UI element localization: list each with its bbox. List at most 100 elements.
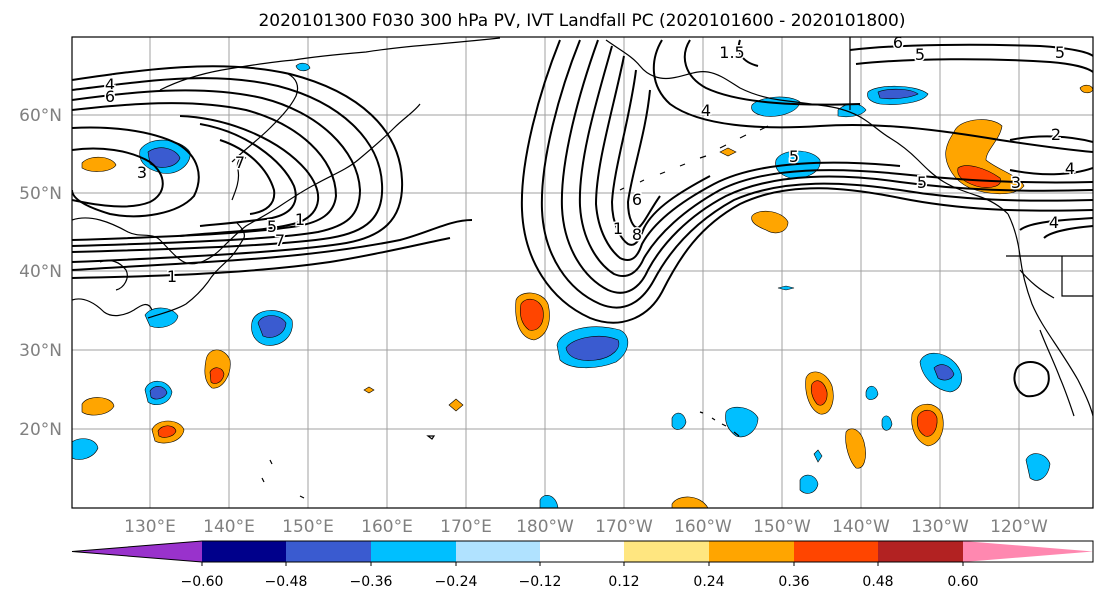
pv-contour [72,77,384,253]
pv-contour [652,39,1093,153]
pv-contour [72,237,451,279]
colorbar-segment [709,541,794,562]
anomaly-negative [865,385,879,400]
longitude-tick-label: 120°W [990,517,1048,537]
contour-label: 5 [915,45,925,64]
colorbar-tick-label: 0.60 [947,574,978,590]
contour-label: 6 [632,190,642,209]
pv-contour [683,39,861,106]
hawaii [699,411,740,437]
coastline-baja [1039,329,1075,417]
colorbar-segment [624,541,709,562]
colorbar-tick-label: −0.12 [519,574,562,590]
contour-label: 5 [789,147,799,166]
anomaly-positive [209,367,225,384]
coastline-kamchatka [231,73,299,163]
latitude-tick-label: 50°N [19,184,62,204]
contour-label: 4 [1065,159,1075,178]
longitude-tick-label: 170°W [595,517,653,537]
longitude-tick-label: 150°W [753,517,811,537]
contour-label: 4 [105,75,115,94]
coastline-siberia [159,37,501,91]
anomaly-negative [1025,453,1051,481]
anomaly-positive [1079,84,1093,94]
colorbar-segment [72,541,202,562]
coastline-alaska [605,39,1009,215]
anomaly-negative [777,285,795,291]
border-canada-us [1006,255,1093,299]
contour-label: 6 [105,87,115,106]
pv-contour [626,89,661,230]
anomaly-negative [565,336,620,361]
coastline-north-america [1007,213,1093,417]
contour-label: 4 [701,101,711,120]
anomaly-positive [81,397,115,416]
latitude-tick-label: 60°N [19,106,62,126]
longitude-tick-label: 130°E [124,517,176,537]
contour-label: 5 [1055,43,1065,62]
colorbar-tick-label: 0.12 [608,574,639,590]
latitude-tick-labels: 60°N 50°N 40°N 30°N 20°N [19,106,62,440]
colorbar-tick-label: −0.36 [350,574,393,590]
contour-label: 3 [1011,173,1021,192]
anomaly-negative [799,474,819,494]
figure-title: 2020101300 F030 300 hPa PV, IVT Landfall… [258,11,905,31]
anomaly-negative [671,412,687,430]
anomaly-negative [72,438,99,460]
pv-contour [594,55,901,262]
longitude-tick-label: 160°W [674,517,732,537]
anomaly-positive [916,409,938,437]
colorbar-segment [202,541,286,562]
longitude-tick-label: 160°E [361,517,413,537]
latitude-tick-label: 20°N [19,420,62,440]
pv-contour [72,147,164,208]
pv-contour [1019,217,1093,239]
pv-contour [179,115,320,237]
colorbar-tick-label: −0.24 [435,574,478,590]
longitude-tick-label: 170°E [440,517,492,537]
contour-label: 5 [267,217,277,236]
anomaly-negative [725,406,759,438]
pv-contour [855,58,1093,73]
contour-label: 5 [917,173,927,192]
colorbar-segment [878,541,963,562]
contour-label: 3 [137,163,147,182]
pv-contour [737,39,759,67]
contour-label: 4 [1049,213,1059,232]
anomaly-positive [845,428,866,469]
pv-contour [72,89,362,247]
longitude-tick-label: 140°E [203,517,255,537]
colorbar-segment [963,541,1093,562]
contour-label: 7 [275,231,285,250]
anomaly-positive [671,496,709,508]
anomaly-negative [257,315,287,338]
pv-contour [560,39,1093,294]
colorbar-tick-label: −0.48 [265,574,308,590]
pv-contour [72,126,200,218]
anomaly-positive [719,147,737,157]
contour-label: 1.5 [719,43,744,62]
pv-contour [540,39,1093,309]
colorbar-segment [794,541,878,562]
longitude-tick-label: 180°W [516,517,574,537]
anomaly-positive [157,425,177,438]
anomaly-positive [448,398,464,412]
latitude-tick-label: 40°N [19,262,62,282]
contour-label: 1 [613,219,623,238]
pv-contour [610,69,711,246]
contour-label: 1 [167,267,177,286]
anomaly-positive [363,386,375,394]
coastline-japan [147,157,247,319]
anomaly-positive [751,210,789,234]
pv-contour [1013,361,1050,398]
latitude-tick-label: 30°N [19,341,62,361]
colorbar-segment [540,541,624,562]
colorbar-tick-label: 0.48 [862,574,893,590]
longitude-tick-label: 140°W [832,517,890,537]
colorbar-tick-labels: −0.60 −0.48 −0.36 −0.24 −0.12 0.12 0.24 0.36 0.4… [181,562,979,590]
pv-contours [72,39,1093,398]
colorbar-segment [456,541,540,562]
anomaly-negative [295,62,311,72]
